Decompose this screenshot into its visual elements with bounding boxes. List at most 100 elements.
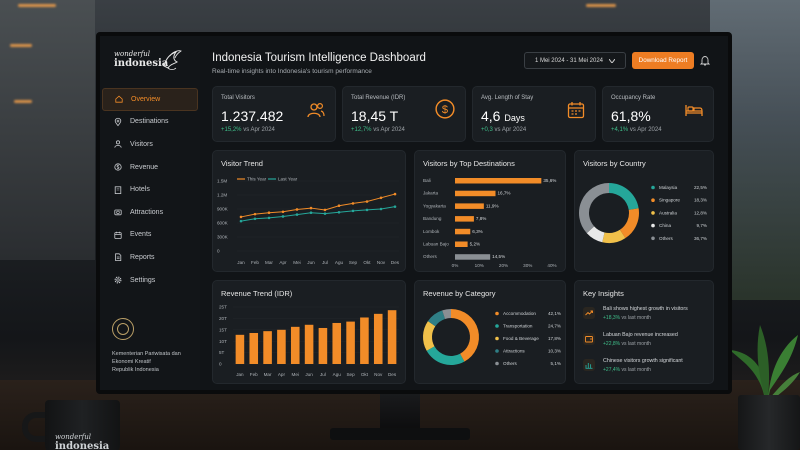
kpi-delta-compare: vs Apr 2024 (243, 127, 275, 133)
y-tick-label: 10T (219, 339, 227, 344)
dashboard-screen: wonderful indonesia Overview Destinations… (100, 36, 728, 390)
destination-label: Lombok (423, 229, 440, 234)
country-label: Malaysia (659, 185, 678, 190)
plant-pot (738, 395, 800, 450)
destination-label: Jakarta (423, 191, 439, 196)
destination-value-label: 7,8% (476, 216, 486, 221)
sidebar-item-label: Overview (131, 95, 161, 103)
insight-text: Labuan Bajo revenue increased (603, 332, 678, 338)
country-slice (586, 226, 605, 243)
brand-line2: indonesia (114, 58, 169, 69)
visitors-by-country-panel: Visitors by Country Malaysia 22,5% Singapo… (574, 150, 714, 272)
sidebar-item-revenue[interactable]: Revenue (102, 156, 198, 179)
sidebar-item-label: Revenue (130, 163, 159, 171)
panel-title: Revenue by Category (423, 289, 496, 298)
mug-handle (22, 412, 50, 442)
kpi-delta-compare: vs Apr 2024 (373, 127, 405, 133)
destination-bar (455, 241, 468, 247)
y-tick-label: 300K (217, 235, 229, 240)
data-point (365, 200, 369, 203)
monitor-stand-base (330, 428, 470, 440)
data-point (309, 206, 313, 210)
sidebar-item-settings[interactable]: Settings (102, 269, 198, 292)
kpi-card-stay[interactable]: Avg. Length of Stay 4,6 Days +0,3 vs Apr… (472, 86, 596, 142)
kpi-delta: +4,1% vs Apr 2024 (611, 127, 662, 133)
x-tick-label: 30% (523, 263, 532, 268)
revenue-by-category-chart: Accommodation 42,1% Transportation 24,7% Foo… (423, 309, 561, 366)
destination-value-label: 6,3% (472, 229, 482, 234)
x-tick-label: Mar (265, 260, 273, 265)
insight-delta: +18,3% vs last month (603, 315, 651, 321)
insight-item[interactable]: Chinese visitors growth significant +27,4… (583, 357, 711, 379)
data-point (253, 212, 257, 216)
visitor-trend-panel: Visitor Trend This Year Last Year 1.5M 1.2M… (212, 150, 406, 272)
bell-icon[interactable] (700, 55, 710, 66)
insight-item[interactable]: Labuan Bajo revenue increased +22,8% vs l… (583, 331, 711, 353)
kpi-card-occupancy[interactable]: Occupancy Rate 61,8% +4,1% vs Apr 2024 (602, 86, 714, 142)
revenue-bar (346, 321, 355, 364)
kpi-card-visitors[interactable]: Total Visitors 1.237.482 +15,2% vs Apr 2… (212, 86, 336, 142)
brand-logo: wonderful indonesia (114, 50, 168, 69)
revenue-bar (277, 329, 286, 364)
x-tick-label: 10% (475, 263, 484, 268)
panel-title: Visitors by Country (583, 159, 646, 168)
data-point (281, 210, 285, 214)
x-tick-label: Jul (322, 260, 328, 265)
insight-item[interactable]: Bali shows highest growth in visitors +18… (583, 305, 711, 327)
ceiling-light (18, 4, 56, 7)
revenue-bar (360, 317, 369, 364)
x-tick-label: Nov (377, 260, 386, 265)
destination-bar (455, 216, 474, 222)
data-point (337, 210, 341, 214)
kpi-card-revenue[interactable]: Total Revenue (IDR) 18,45 T +12,7% vs Ap… (342, 86, 466, 142)
garuda-logo-icon (163, 50, 182, 70)
sidebar-item-hotels[interactable]: Hotels (102, 178, 198, 201)
insight-delta-value: +18,3% (603, 315, 621, 321)
top-destinations-chart: Bali 35,6% Jakarta 16,7% Yogyakarta 11,9% Band… (423, 178, 557, 268)
report-icon (114, 253, 122, 262)
legend-dot (651, 223, 655, 228)
sidebar-item-attractions[interactable]: Attractions (102, 201, 198, 224)
sidebar-nav: Overview Destinations Visitors Revenue Hotel… (100, 88, 200, 291)
page-subtitle: Real-time insights into Indonesia's tour… (212, 68, 372, 75)
data-point (253, 217, 257, 221)
sidebar-item-label: Visitors (130, 140, 153, 148)
category-slice (423, 321, 436, 351)
download-report-button[interactable]: Download Report (632, 52, 694, 69)
x-tick-label: Jun (305, 372, 313, 377)
sidebar-item-overview[interactable]: Overview (102, 88, 198, 111)
country-value-label: 18,3% (694, 198, 707, 203)
y-tick-label: 1.5M (217, 179, 227, 184)
y-tick-label: 20T (219, 316, 227, 321)
date-range-picker[interactable]: 1 Mei 2024 - 31 Mei 2024 (524, 52, 626, 69)
destination-bar (455, 254, 491, 260)
category-label: Transportation (503, 324, 533, 329)
sidebar-item-visitors[interactable]: Visitors (102, 133, 198, 156)
insight-delta-compare: vs last month (620, 367, 651, 373)
x-tick-label: Jan (237, 260, 245, 265)
sidebar-item-events[interactable]: Events (102, 224, 198, 247)
background-window-left (0, 0, 95, 260)
revenue-bar (318, 327, 328, 364)
x-tick-label: Des (391, 260, 400, 265)
sidebar-item-destinations[interactable]: Destinations (102, 111, 198, 134)
x-tick-label: Apr (279, 260, 287, 265)
category-slice (426, 346, 465, 365)
destination-bar (455, 190, 496, 197)
kpi-delta-compare: vs Apr 2024 (629, 127, 662, 133)
insight-delta: +22,8% vs last month (603, 341, 651, 347)
destination-value-label: 14,5% (492, 254, 505, 259)
kpi-delta-compare: vs Apr 2024 (494, 127, 527, 133)
insight-text: Bali shows highest growth in visitors (603, 306, 688, 312)
revenue-trend-chart: 25T 20T 15T 10T 5T 0 Jan Feb Mar Apr Mei Jun Jul Agu S… (219, 305, 399, 377)
y-tick-label: 25T (219, 305, 227, 310)
sidebar-item-reports[interactable]: Reports (102, 246, 198, 269)
destination-value-label: 11,9% (486, 203, 499, 208)
legend-dot (495, 349, 499, 353)
insight-delta: +27,4% vs last month (603, 367, 651, 373)
camera-icon (114, 208, 122, 216)
legend-dot (651, 185, 655, 190)
monitor-stand (380, 392, 420, 432)
coffee-mug (45, 400, 120, 450)
panel-title: Visitor Trend (221, 159, 263, 168)
